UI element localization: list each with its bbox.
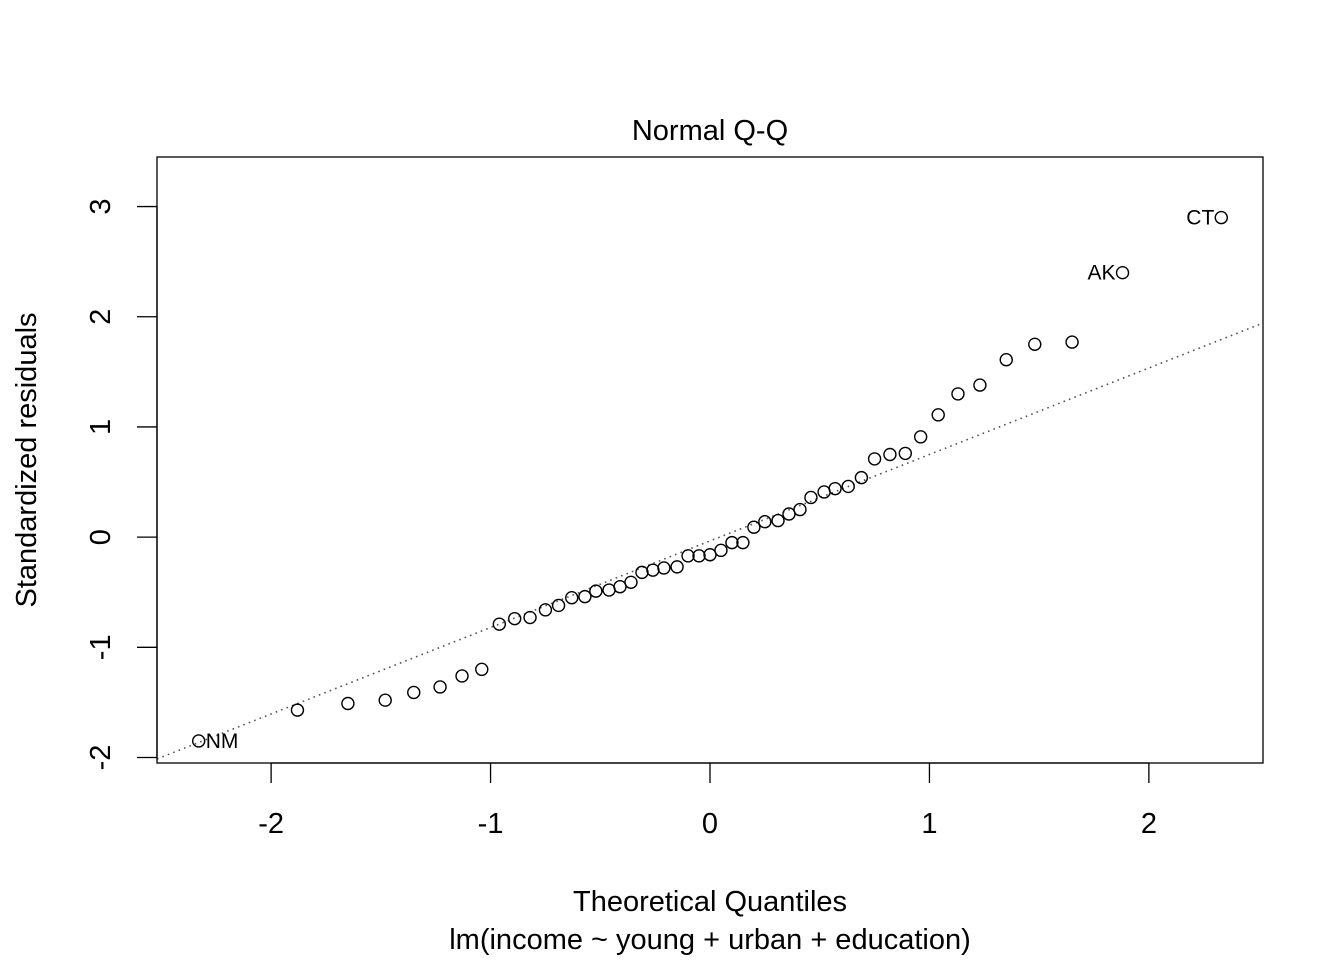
- data-point: [613, 580, 627, 594]
- point-label: AK: [1088, 262, 1116, 285]
- data-point: [1028, 337, 1042, 352]
- data-point: [407, 685, 421, 700]
- x-axis: -2 -1 0 1 2: [258, 762, 1157, 840]
- data-point: [771, 513, 785, 528]
- data-point: [681, 549, 695, 563]
- y-axis: -2 -1 0 1 2 3: [85, 199, 158, 771]
- data-point: [951, 387, 965, 401]
- point-label: NM: [206, 730, 239, 753]
- data-point: [804, 490, 818, 505]
- data-point: [973, 378, 987, 392]
- data-point: [898, 446, 913, 461]
- x-tick-label: 1: [921, 808, 937, 840]
- data-point: [602, 583, 616, 597]
- data-point: [828, 481, 842, 496]
- y-tick-label: -1: [85, 634, 117, 660]
- y-tick-label: 0: [85, 529, 117, 545]
- data-point: [692, 549, 706, 563]
- data-point: [433, 680, 447, 694]
- x-axis-subtitle: lm(income ~ young + urban + education): [449, 924, 971, 956]
- data-point: [578, 589, 592, 604]
- data-point: [1214, 210, 1229, 225]
- data-points-group: [191, 210, 1229, 748]
- x-axis-label: Theoretical Quantiles: [573, 886, 847, 918]
- x-tick-label: 0: [702, 808, 718, 840]
- reference-line: [156, 322, 1264, 760]
- data-point: [646, 563, 660, 577]
- plot-frame: [156, 156, 1264, 764]
- data-point: [589, 584, 603, 598]
- data-point: [1065, 335, 1079, 349]
- data-point: [703, 548, 717, 562]
- y-tick-label: -2: [85, 745, 117, 771]
- point-label: CT: [1186, 207, 1214, 230]
- data-point: [475, 662, 489, 677]
- data-point: [507, 611, 522, 626]
- data-point: [551, 598, 566, 613]
- data-point: [736, 535, 750, 550]
- y-axis-label: Standardized residuals: [11, 312, 43, 607]
- x-tick-label: 2: [1141, 808, 1157, 840]
- x-tick-label: -1: [478, 808, 504, 840]
- data-point: [538, 603, 553, 617]
- reference-line-group: [156, 322, 1264, 760]
- data-point: [725, 535, 739, 550]
- chart-title: Normal Q-Q: [632, 115, 788, 147]
- data-point: [624, 575, 638, 590]
- data-point: [793, 502, 807, 517]
- data-point: [714, 543, 728, 558]
- y-tick-label: 1: [85, 419, 117, 435]
- data-point: [455, 669, 469, 683]
- data-point: [657, 561, 671, 575]
- data-point: [635, 565, 649, 580]
- data-point: [854, 470, 869, 485]
- data-point: [523, 610, 537, 625]
- x-tick-label: -2: [258, 808, 284, 840]
- data-point: [931, 408, 945, 422]
- data-point: [758, 515, 772, 529]
- data-point: [817, 485, 831, 499]
- y-tick-label: 3: [85, 199, 117, 215]
- data-point: [867, 452, 882, 466]
- data-point: [341, 696, 355, 711]
- y-tick-label: 2: [85, 309, 117, 325]
- data-point: [290, 703, 305, 717]
- data-point: [999, 353, 1013, 367]
- data-point: [747, 520, 761, 534]
- data-point: [841, 479, 855, 494]
- data-point: [913, 430, 928, 444]
- data-point: [492, 617, 507, 631]
- data-point: [565, 591, 579, 605]
- point-labels-group: NM AK CT: [206, 207, 1215, 753]
- data-point: [191, 734, 206, 748]
- data-point: [378, 693, 392, 707]
- data-point: [883, 447, 897, 462]
- data-point: [1115, 265, 1130, 280]
- data-point: [670, 560, 684, 574]
